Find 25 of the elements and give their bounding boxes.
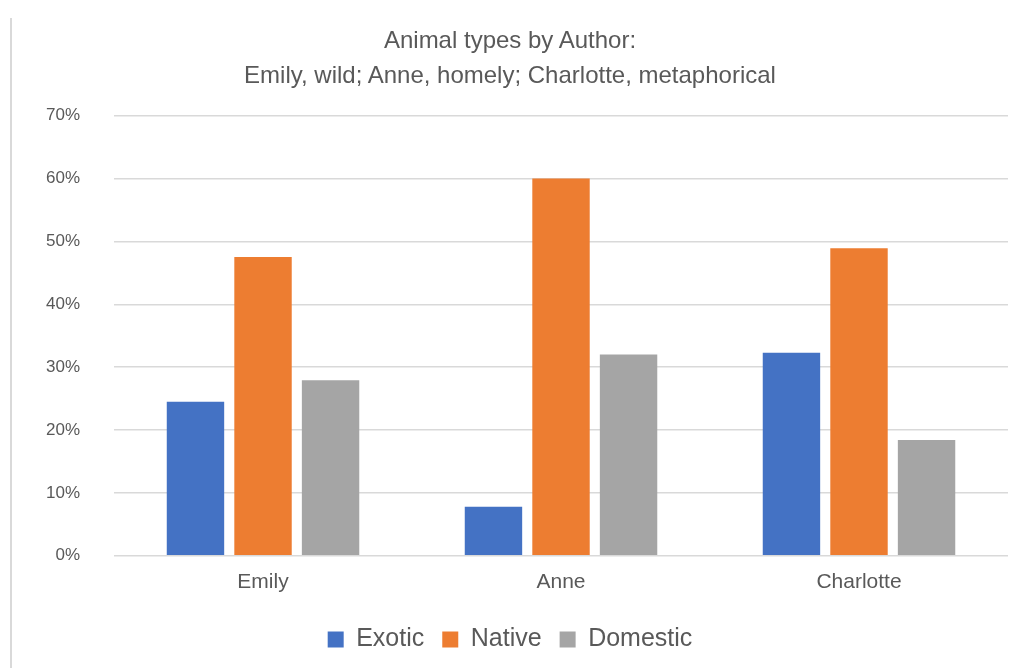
y-tick-label: 20%: [45, 419, 81, 439]
bar: [599, 354, 658, 556]
x-tick-label: Charlotte: [816, 569, 902, 593]
legend-label: Domestic: [588, 623, 693, 652]
y-tick-label: 50%: [45, 231, 81, 251]
y-tick-label: 70%: [45, 105, 81, 125]
y-tick-label: 30%: [45, 356, 81, 376]
bar: [234, 257, 292, 556]
bar: [762, 352, 821, 556]
legend-label: Exotic: [356, 623, 425, 652]
y-tick-label: 60%: [45, 168, 81, 188]
bar: [830, 248, 888, 556]
bar: [897, 440, 956, 556]
chart-title: Animal types by Author:: [383, 26, 637, 54]
y-tick-label: 10%: [45, 482, 81, 502]
chart-subtitle: Emily, wild; Anne, homely; Charlotte, metaphorical: [244, 60, 776, 88]
x-tick-label: Anne: [536, 569, 586, 593]
y-tick-label: 40%: [45, 293, 81, 313]
bar: [532, 178, 590, 556]
legend-label: Native: [470, 623, 542, 652]
x-tick-label: Emily: [237, 569, 290, 593]
y-tick-label: 0%: [55, 545, 81, 565]
bar: [301, 380, 360, 556]
bar: [166, 401, 225, 556]
bar: [464, 506, 523, 556]
